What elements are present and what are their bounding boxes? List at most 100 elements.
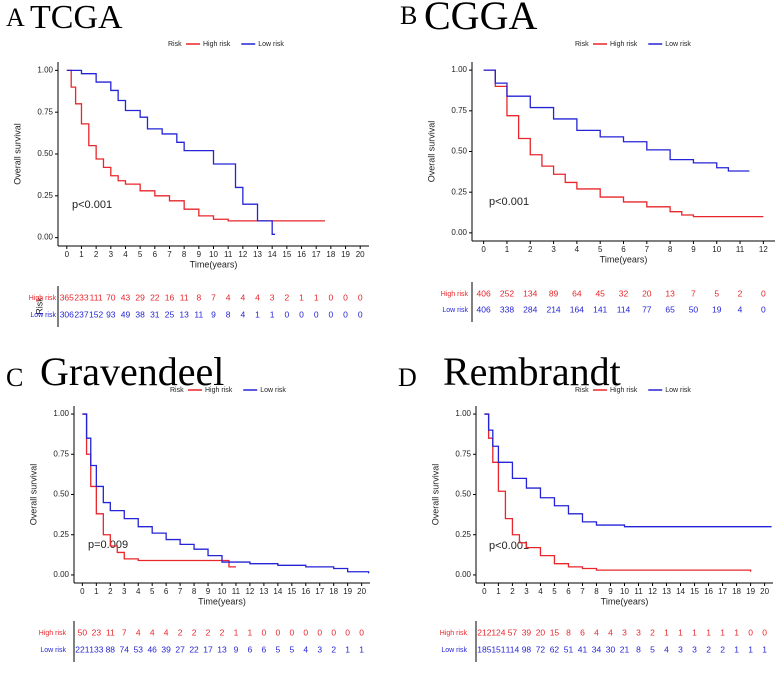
table-row-label: Low risk xyxy=(40,647,66,654)
risk-count: 252 xyxy=(500,288,514,298)
panel-title: CGGA xyxy=(424,0,537,38)
panel-label: D xyxy=(398,363,417,392)
risk-count: 0 xyxy=(317,627,322,637)
risk-count: 64 xyxy=(572,288,582,298)
risk-count: 3 xyxy=(270,292,275,302)
x-tick-label: 2 xyxy=(528,245,533,254)
risk-count: 20 xyxy=(642,288,652,298)
x-tick-label: 9 xyxy=(608,587,613,596)
y-tick-label: 0.25 xyxy=(455,530,471,539)
survival-curve xyxy=(82,413,370,574)
y-tick-label: 0.75 xyxy=(37,107,53,116)
risk-count: 89 xyxy=(549,288,559,298)
x-tick-label: 4 xyxy=(575,245,580,254)
risk-count: 212 xyxy=(477,627,491,637)
risk-count: 5 xyxy=(650,644,655,654)
risk-count: 4 xyxy=(255,292,260,302)
x-tick-label: 15 xyxy=(690,587,699,596)
panel-title: TCGA xyxy=(30,0,123,36)
x-tick-label: 5 xyxy=(150,587,155,596)
risk-count: 2 xyxy=(178,627,183,637)
risk-count: 31 xyxy=(150,309,160,319)
x-tick-label: 12 xyxy=(245,587,254,596)
risk-count: 1 xyxy=(345,644,350,654)
y-tick-label: 0.25 xyxy=(53,530,69,539)
x-tick-label: 9 xyxy=(691,245,696,254)
y-tick-label: 1.00 xyxy=(455,409,471,418)
x-tick-label: 10 xyxy=(209,250,218,259)
risk-count: 152 xyxy=(89,309,103,319)
x-tick-label: 8 xyxy=(182,250,187,259)
risk-count: 365 xyxy=(60,292,74,302)
x-tick-label: 2 xyxy=(510,587,515,596)
risk-count: 13 xyxy=(665,288,675,298)
risk-count: 4 xyxy=(240,309,245,319)
x-tick-label: 0 xyxy=(65,250,70,259)
risk-count: 1 xyxy=(234,627,239,637)
risk-count: 237 xyxy=(74,309,88,319)
risk-count: 2 xyxy=(192,627,197,637)
risk-count: 6 xyxy=(580,627,585,637)
x-tick-label: 10 xyxy=(712,245,721,254)
x-tick-label: 4 xyxy=(123,250,128,259)
risk-count: 1 xyxy=(762,644,767,654)
table-title: Risk xyxy=(34,297,44,315)
x-tick-label: 15 xyxy=(287,587,296,596)
risk-count: 11 xyxy=(106,627,115,637)
risk-count: 43 xyxy=(121,292,131,302)
risk-count: 11 xyxy=(194,309,203,319)
risk-count: 4 xyxy=(594,627,599,637)
y-tick-label: 0.75 xyxy=(455,449,471,458)
risk-count: 50 xyxy=(78,627,88,637)
survival-curve xyxy=(66,69,276,235)
risk-count: 1 xyxy=(720,627,725,637)
y-axis-title: Overall survival xyxy=(426,121,436,183)
risk-count: 49 xyxy=(121,309,131,319)
risk-count: 2 xyxy=(706,644,711,654)
y-tick-label: 0.00 xyxy=(455,570,471,579)
risk-count: 1 xyxy=(314,292,319,302)
x-tick-label: 15 xyxy=(282,250,291,259)
risk-count: 20 xyxy=(536,627,546,637)
x-tick-label: 17 xyxy=(315,587,324,596)
y-tick-label: 0.50 xyxy=(455,490,471,499)
risk-count: 0 xyxy=(328,309,333,319)
survival-curve xyxy=(483,69,764,218)
x-tick-label: 10 xyxy=(218,587,227,596)
x-tick-label: 17 xyxy=(312,250,321,259)
risk-count: 23 xyxy=(92,627,102,637)
y-tick-label: 0.00 xyxy=(53,570,69,579)
risk-count: 39 xyxy=(161,644,171,654)
risk-count: 3 xyxy=(678,644,683,654)
risk-count: 98 xyxy=(522,644,532,654)
x-tick-label: 1 xyxy=(505,245,510,254)
risk-count: 11 xyxy=(180,292,189,302)
x-tick-label: 11 xyxy=(736,245,745,254)
risk-count: 30 xyxy=(606,644,616,654)
risk-count: 1 xyxy=(664,627,669,637)
y-tick-label: 0.50 xyxy=(37,149,53,158)
risk-count: 2 xyxy=(284,292,289,302)
risk-count: 16 xyxy=(165,292,175,302)
x-tick-label: 18 xyxy=(732,587,741,596)
x-tick-label: 6 xyxy=(153,250,158,259)
risk-count: 6 xyxy=(262,644,267,654)
risk-count: 0 xyxy=(275,627,280,637)
x-tick-label: 5 xyxy=(598,245,603,254)
risk-count: 1 xyxy=(255,309,260,319)
table-row-label: Low risk xyxy=(442,307,468,314)
y-axis-title: Overall survival xyxy=(12,123,22,185)
x-tick-label: 3 xyxy=(551,245,556,254)
legend-title: Risk xyxy=(575,41,589,48)
risk-count: 1 xyxy=(692,627,697,637)
x-tick-label: 8 xyxy=(668,245,673,254)
x-tick-label: 4 xyxy=(538,587,543,596)
x-tick-label: 16 xyxy=(301,587,310,596)
x-tick-label: 2 xyxy=(94,250,99,259)
p-value: p<0.001 xyxy=(489,540,529,552)
risk-count: 88 xyxy=(106,644,116,654)
risk-count: 1 xyxy=(299,292,304,302)
risk-count: 29 xyxy=(135,292,145,302)
risk-count: 134 xyxy=(523,288,537,298)
x-tick-label: 18 xyxy=(326,250,335,259)
